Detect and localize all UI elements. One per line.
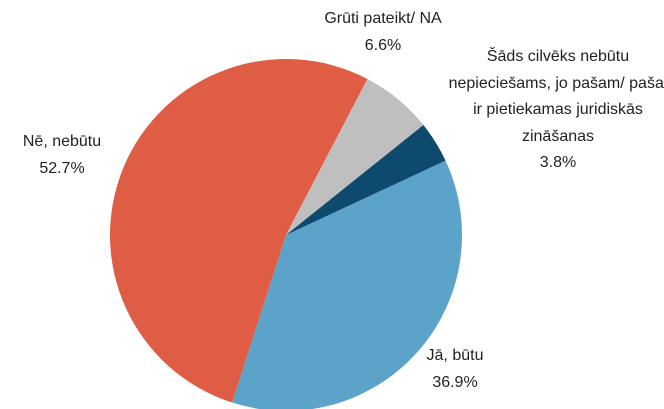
value-label: 36.9% bbox=[432, 373, 478, 391]
value-label: 52.7% bbox=[39, 159, 85, 177]
category-label: Grūti pateikt/ NA bbox=[324, 10, 442, 27]
slice-label: Jā, būtu 36.9% bbox=[395, 343, 515, 396]
category-label: Šāds cilvēks nebūtu nepieciešams, jo paš… bbox=[448, 48, 664, 145]
value-label: 6.6% bbox=[364, 36, 402, 54]
pie-slice bbox=[110, 58, 368, 403]
slice-label: Grūti pateikt/ NA 6.6% bbox=[283, 6, 483, 59]
category-label: Jā, būtu bbox=[426, 347, 484, 364]
pie-slice bbox=[286, 78, 424, 235]
slice-label: Šāds cilvēks nebūtu nepieciešams, jo paš… bbox=[446, 44, 664, 177]
slice-label: Nē, nebūtu 52.7% bbox=[2, 129, 122, 182]
value-label: 3.8% bbox=[539, 154, 577, 171]
pie-slice bbox=[286, 125, 446, 235]
pie-slice bbox=[232, 160, 462, 409]
category-label: Nē, nebūtu bbox=[22, 133, 102, 150]
